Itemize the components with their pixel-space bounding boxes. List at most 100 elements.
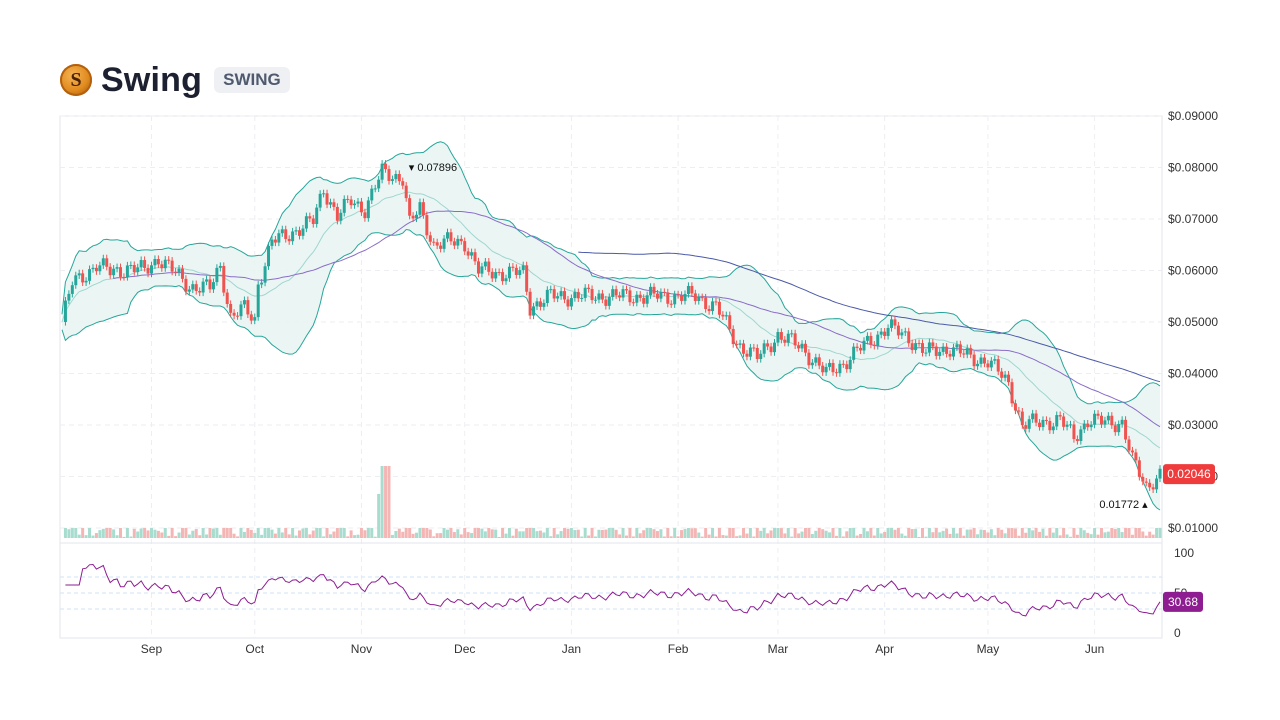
candle-body (101, 258, 105, 266)
month-tick-label: Nov (351, 642, 372, 656)
candle-body (263, 266, 267, 283)
candle-body (518, 270, 522, 275)
candle-body (132, 265, 136, 273)
volume-bar (669, 536, 673, 538)
candle-body (969, 348, 973, 355)
candle-body (1120, 419, 1124, 425)
volume-bar (490, 529, 494, 538)
candle-body (1055, 415, 1059, 427)
coin-symbol-badge: SWING (214, 67, 290, 93)
volume-bar (335, 528, 339, 538)
candle-body (1075, 439, 1079, 441)
rsi-tick-label: 100 (1174, 546, 1194, 560)
volume-bar (456, 529, 460, 538)
candle-body (793, 333, 797, 346)
candle-body (401, 181, 405, 186)
candle-body (377, 179, 381, 189)
candle-body (986, 363, 990, 368)
candle-body (483, 261, 487, 267)
candle-body (1093, 413, 1097, 425)
candle-body (704, 297, 708, 310)
volume-bar (1075, 534, 1079, 538)
volume-bar (1082, 530, 1086, 538)
candle-body (714, 301, 718, 303)
candle-body (1127, 439, 1131, 451)
volume-bar (174, 536, 178, 538)
month-tick-label: Jun (1085, 642, 1104, 656)
volume-bar (1007, 528, 1011, 538)
candle-body (174, 271, 178, 273)
volume-bar (425, 528, 429, 538)
price-tick-label: $0.05000 (1168, 315, 1218, 329)
candle-body (349, 199, 353, 206)
volume-bar (690, 528, 694, 538)
volume-bar (1010, 528, 1014, 538)
candle-body (532, 306, 536, 316)
volume-bar (549, 536, 553, 538)
last-price-badge (1163, 464, 1215, 485)
volume-bar (683, 528, 687, 538)
candle-body (549, 289, 553, 291)
candle-body (979, 357, 983, 364)
candle-body (604, 299, 608, 306)
volume-bar (1124, 528, 1128, 538)
candle-body (1099, 415, 1103, 425)
volume-bar (642, 530, 646, 538)
volume-bar (129, 536, 133, 538)
candle-body (659, 291, 663, 299)
volume-bar (418, 528, 422, 538)
volume-bar (256, 528, 260, 538)
volume-bar (1151, 534, 1155, 538)
candle-body (852, 346, 856, 360)
candle-body (697, 297, 701, 302)
volume-bar (955, 533, 959, 538)
price-tick-label: $0.04000 (1168, 367, 1218, 381)
candle-body (149, 265, 153, 274)
candle-body (817, 357, 821, 366)
candle-body (693, 293, 697, 302)
candle-body (466, 251, 470, 256)
volume-bar (724, 535, 728, 538)
candle-body (989, 360, 993, 368)
candle-body (624, 289, 628, 291)
candle-body (556, 296, 560, 299)
volume-bar (673, 528, 677, 538)
volume-bar (160, 532, 164, 538)
volume-bar (914, 528, 918, 538)
volume-bar (94, 533, 98, 538)
candle-body (945, 346, 949, 354)
candle-body (803, 343, 807, 353)
volume-bar (631, 536, 635, 538)
candle-body (972, 354, 976, 367)
volume-bar (979, 529, 983, 538)
candle-body (951, 347, 955, 357)
volume-bar (948, 533, 952, 538)
volume-bar (951, 528, 955, 538)
candle-body (814, 357, 818, 363)
candle-body (342, 198, 346, 213)
volume-bar (363, 530, 367, 538)
candle-body (446, 232, 450, 239)
candle-body (886, 327, 890, 336)
candle-body (724, 315, 728, 317)
candle-body (229, 303, 233, 313)
volume-bar (700, 536, 704, 538)
volume-bar (1134, 528, 1138, 538)
candle-body (366, 200, 370, 219)
volume-bar (507, 528, 511, 538)
volume-bar (1103, 532, 1107, 538)
volume-bar (459, 534, 463, 538)
volume-bar (432, 536, 436, 538)
volume-bar (473, 528, 477, 538)
candle-body (442, 238, 446, 249)
volume-bar (384, 466, 388, 538)
candle-body (328, 202, 332, 205)
volume-bar (869, 528, 873, 538)
candle-body (122, 276, 126, 278)
volume-bar (346, 536, 350, 538)
price-tick-label: $0.03000 (1168, 418, 1218, 432)
volume-bar (184, 528, 188, 538)
candle-body (359, 201, 363, 213)
volume-bar (538, 530, 542, 538)
